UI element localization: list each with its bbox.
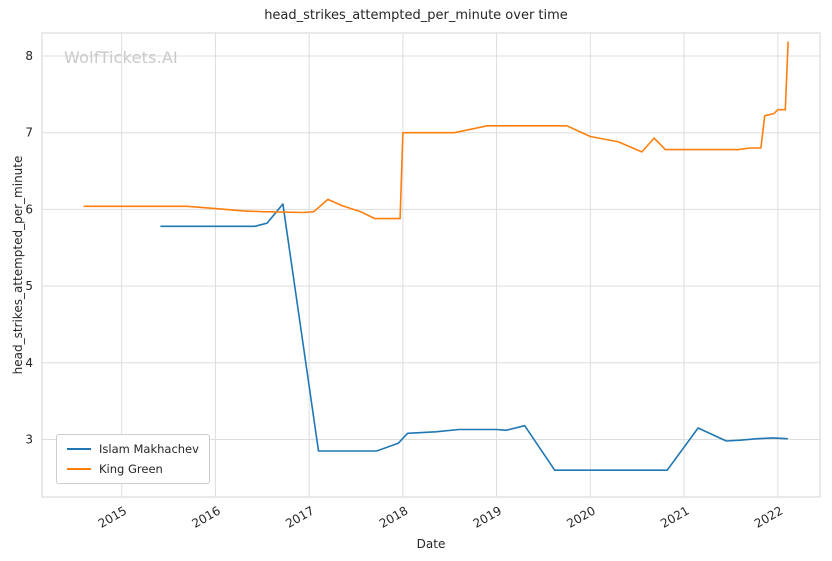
x-tick-label: 2021 (658, 503, 691, 530)
y-tick-label: 7 (25, 126, 33, 140)
x-tick-label: 2019 (471, 503, 504, 530)
series-line-islam-makhachev (160, 203, 789, 472)
y-tick-label: 5 (25, 279, 33, 293)
x-tick-label: 2015 (96, 503, 129, 530)
x-tick-label: 2017 (283, 503, 316, 530)
y-axis-label: head_strikes_attempted_per_minute (11, 155, 25, 375)
y-tick-label: 4 (25, 356, 33, 370)
y-tick-label: 8 (25, 49, 33, 63)
legend-swatch-king-green (67, 468, 91, 470)
x-tick-label: 2016 (189, 503, 222, 530)
chart-title: head_strikes_attempted_per_minute over t… (264, 8, 568, 23)
x-tick-label: 2022 (752, 503, 785, 530)
x-tick-label: 2020 (564, 503, 597, 530)
legend-label-king-green: King Green (99, 462, 163, 476)
legend: Islam Makhachev King Green (56, 434, 210, 484)
y-tick-label: 6 (25, 202, 33, 216)
plot-border (41, 32, 821, 498)
x-axis-label: Date (416, 537, 446, 551)
series-line-king-green (83, 41, 789, 220)
legend-item-king-green: King Green (67, 462, 199, 476)
legend-item-islam-makhachev: Islam Makhachev (67, 442, 199, 456)
y-tick-label: 3 (25, 432, 33, 446)
legend-swatch-islam-makhachev (67, 448, 91, 450)
x-tick-label: 2018 (377, 503, 410, 530)
watermark: WolfTickets.AI (64, 48, 178, 67)
legend-label-islam-makhachev: Islam Makhachev (99, 442, 199, 456)
